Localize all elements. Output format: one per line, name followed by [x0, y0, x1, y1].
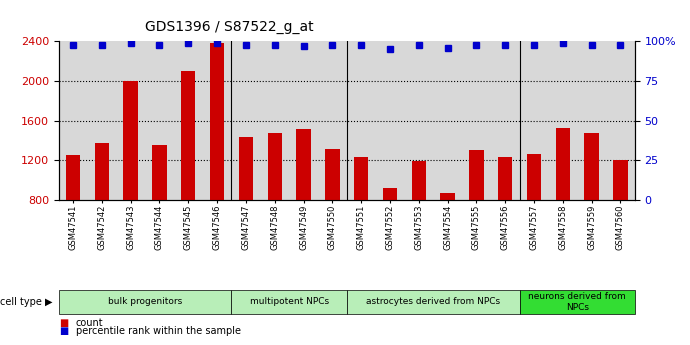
- Bar: [152, 145, 167, 200]
- Bar: [296, 129, 310, 200]
- Bar: [268, 132, 282, 200]
- Text: count: count: [76, 318, 104, 327]
- Text: GDS1396 / S87522_g_at: GDS1396 / S87522_g_at: [145, 20, 314, 34]
- Text: ■: ■: [59, 326, 68, 336]
- Bar: [584, 132, 599, 200]
- Bar: [325, 148, 339, 200]
- Text: percentile rank within the sample: percentile rank within the sample: [76, 326, 241, 336]
- Bar: [210, 43, 224, 200]
- Bar: [354, 157, 368, 200]
- Text: multipotent NPCs: multipotent NPCs: [250, 297, 328, 306]
- Bar: [124, 81, 138, 200]
- Bar: [239, 137, 253, 200]
- Bar: [95, 142, 109, 200]
- Bar: [555, 128, 570, 200]
- Bar: [613, 160, 628, 200]
- Bar: [469, 149, 484, 200]
- Bar: [440, 193, 455, 200]
- Text: cell type ▶: cell type ▶: [0, 297, 52, 307]
- Bar: [181, 71, 195, 200]
- Bar: [498, 157, 513, 200]
- Text: neurons derived from
NPCs: neurons derived from NPCs: [529, 292, 626, 312]
- Bar: [66, 156, 80, 200]
- Text: ■: ■: [59, 318, 68, 327]
- Bar: [411, 161, 426, 200]
- Text: bulk progenitors: bulk progenitors: [108, 297, 182, 306]
- Text: astrocytes derived from NPCs: astrocytes derived from NPCs: [366, 297, 500, 306]
- Bar: [383, 188, 397, 200]
- Bar: [526, 155, 541, 200]
